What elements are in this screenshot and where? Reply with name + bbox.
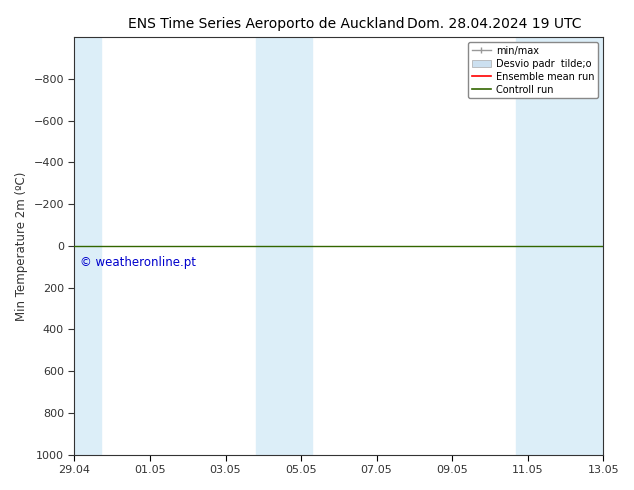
Text: ENS Time Series Aeroporto de Auckland: ENS Time Series Aeroporto de Auckland [128,17,404,31]
Legend: min/max, Desvio padr  tilde;o, Ensemble mean run, Controll run: min/max, Desvio padr tilde;o, Ensemble m… [468,42,598,98]
Bar [74,37,101,455]
Text: © weatheronline.pt: © weatheronline.pt [80,256,196,270]
Y-axis label: Min Temperature 2m (ºC): Min Temperature 2m (ºC) [15,171,28,320]
Text: Dom. 28.04.2024 19 UTC: Dom. 28.04.2024 19 UTC [407,17,582,31]
Bar [516,37,603,455]
Bar [256,37,313,455]
